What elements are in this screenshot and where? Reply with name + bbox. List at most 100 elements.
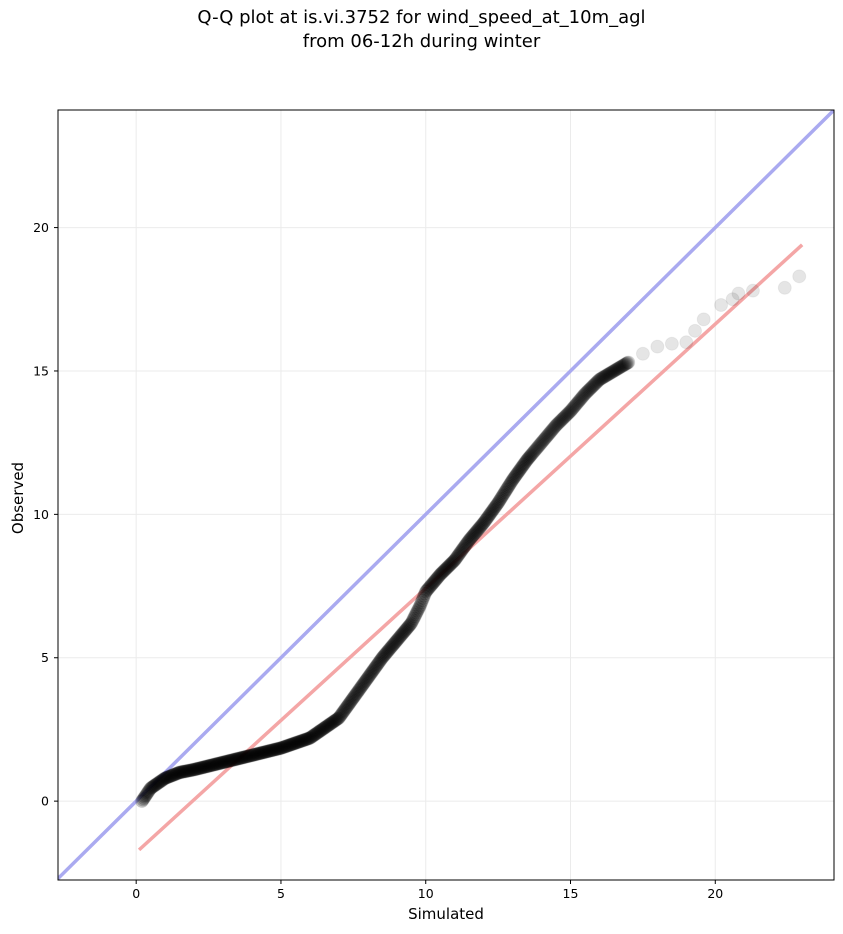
data-point — [365, 664, 380, 679]
data-point — [191, 761, 206, 776]
data-point — [185, 762, 200, 777]
data-point — [411, 602, 426, 617]
data-point — [288, 735, 303, 750]
data-point — [251, 746, 266, 761]
data-point — [272, 741, 287, 756]
data-point — [282, 738, 297, 753]
data-point — [493, 491, 508, 506]
data-point — [164, 768, 179, 783]
data-point — [410, 603, 425, 618]
data-point — [217, 755, 232, 770]
data-point — [514, 460, 529, 475]
data-point — [290, 735, 305, 750]
data-point — [664, 336, 679, 351]
data-point — [218, 754, 233, 769]
data-point — [369, 659, 384, 674]
data-point — [745, 283, 760, 298]
data-point — [531, 439, 546, 454]
data-point — [402, 618, 417, 633]
data-point — [179, 764, 194, 779]
data-point — [186, 762, 201, 777]
data-point — [549, 418, 564, 433]
y-axis-label: Observed — [9, 461, 27, 535]
data-point — [216, 755, 231, 770]
data-point — [286, 736, 301, 751]
data-point — [460, 535, 475, 550]
data-point — [398, 623, 413, 638]
data-point — [466, 527, 481, 542]
data-point — [291, 735, 306, 750]
data-point — [362, 668, 377, 683]
data-point — [360, 670, 375, 685]
data-point — [164, 768, 179, 783]
data-point — [484, 504, 499, 519]
data-point — [499, 482, 514, 497]
data-point — [187, 762, 202, 777]
data-point — [238, 749, 253, 764]
data-point — [275, 740, 290, 755]
data-point — [420, 582, 435, 597]
data-point — [305, 729, 320, 744]
data-point — [418, 584, 433, 599]
data-point — [287, 736, 302, 751]
data-point — [395, 626, 410, 641]
data-point — [486, 502, 501, 517]
data-point — [581, 383, 596, 398]
data-point — [261, 744, 276, 759]
data-point — [598, 368, 613, 383]
data-point — [144, 780, 159, 795]
data-point — [412, 600, 427, 615]
data-point — [248, 747, 263, 762]
data-point — [134, 794, 149, 809]
data-point — [475, 517, 490, 532]
data-point — [148, 778, 163, 793]
data-point — [518, 455, 533, 470]
data-point — [497, 485, 512, 500]
data-point — [429, 572, 444, 587]
data-point — [444, 556, 459, 571]
data-point — [550, 417, 565, 432]
data-point — [304, 729, 319, 744]
data-point — [545, 422, 560, 437]
data-point — [492, 494, 507, 509]
data-point — [274, 740, 289, 755]
data-point — [385, 638, 400, 653]
data-point — [315, 722, 330, 737]
data-point — [259, 744, 274, 759]
data-point — [240, 749, 255, 764]
data-point — [225, 752, 240, 767]
data-point — [570, 395, 585, 410]
data-point — [544, 423, 559, 438]
data-point — [136, 791, 151, 806]
data-point — [614, 359, 629, 374]
data-point — [139, 787, 154, 802]
data-point — [298, 732, 313, 747]
data-point — [472, 521, 487, 536]
data-point — [222, 753, 237, 768]
data-point — [577, 387, 592, 402]
data-point — [414, 595, 429, 610]
data-point — [354, 679, 369, 694]
data-point — [557, 409, 572, 424]
data-point — [188, 762, 203, 777]
data-point — [351, 683, 366, 698]
grid — [58, 110, 834, 880]
data-point — [270, 741, 285, 756]
data-point — [469, 524, 484, 539]
data-point — [526, 444, 541, 459]
data-point — [495, 488, 510, 503]
data-point — [443, 557, 458, 572]
data-point — [478, 514, 493, 529]
data-point — [257, 745, 272, 760]
data-point — [405, 613, 420, 628]
data-point — [616, 358, 631, 373]
data-point — [302, 731, 317, 746]
data-point — [390, 632, 405, 647]
data-point — [516, 457, 531, 472]
data-point — [612, 360, 627, 375]
data-point — [423, 578, 438, 593]
data-point — [457, 539, 472, 554]
data-point — [603, 365, 618, 380]
data-point — [195, 760, 210, 775]
data-point — [478, 512, 493, 527]
